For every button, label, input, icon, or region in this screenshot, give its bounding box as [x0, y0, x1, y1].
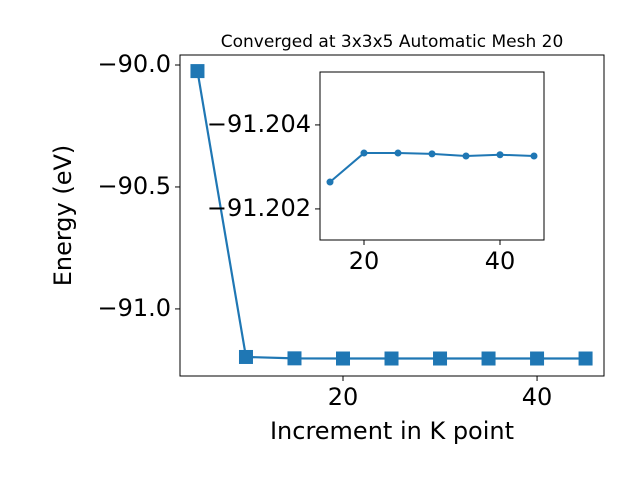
marker: [384, 351, 399, 366]
marker: [360, 149, 368, 157]
marker: [530, 152, 538, 160]
marker: [530, 351, 545, 366]
y-tick-label: −91.202: [207, 194, 311, 222]
marker: [481, 351, 496, 366]
marker: [287, 351, 302, 366]
y-tick-label: −91.0: [97, 294, 171, 322]
y-axis-label: Energy (eV): [49, 145, 77, 287]
marker: [394, 149, 402, 157]
y-tick-label: −90.0: [97, 50, 171, 78]
chart-title: Converged at 3x3x5 Automatic Mesh 20: [221, 32, 564, 52]
marker: [496, 151, 504, 159]
marker: [190, 64, 205, 79]
x-tick-label: 40: [485, 247, 516, 275]
marker: [578, 351, 593, 366]
x-tick-label: 40: [522, 383, 553, 411]
marker: [462, 152, 470, 160]
x-tick-label: 20: [328, 383, 359, 411]
marker: [428, 150, 436, 158]
marker: [326, 178, 334, 186]
marker: [336, 351, 351, 366]
marker: [238, 349, 253, 364]
x-axis-label: Increment in K point: [270, 417, 514, 445]
y-tick-label: −90.5: [97, 172, 171, 200]
y-tick-label: −91.204: [207, 110, 311, 138]
x-tick-label: 20: [349, 247, 380, 275]
marker: [433, 351, 448, 366]
